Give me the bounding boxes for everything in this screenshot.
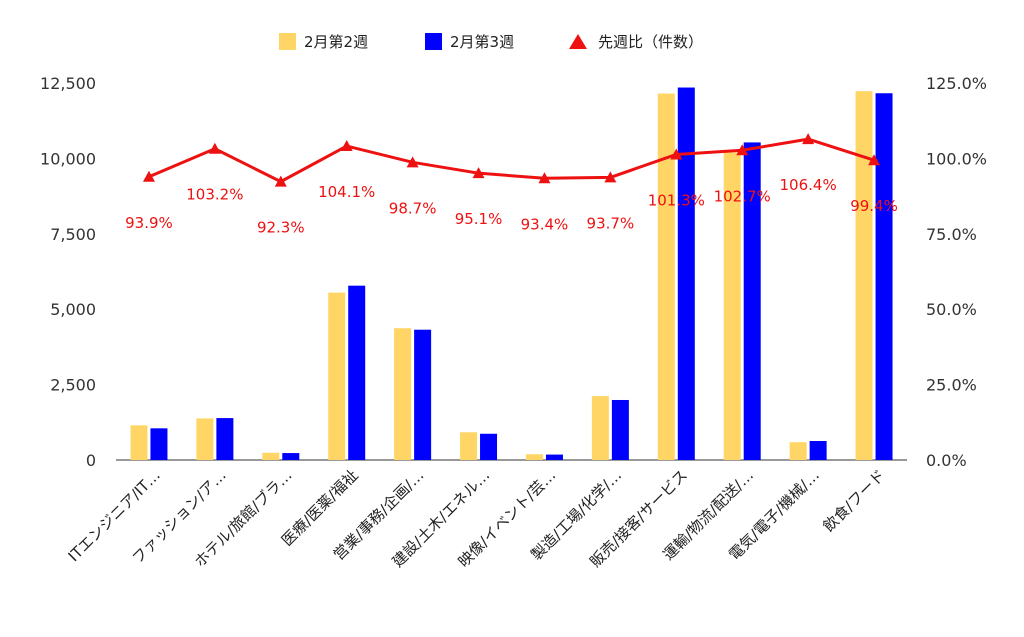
ratio-point-triangle [604, 171, 617, 183]
bar-series-2 [677, 87, 695, 461]
legend-item-series-3[interactable]: 先週比（件数） [569, 33, 703, 51]
ratio-point-triangle [406, 156, 419, 168]
ratio-point-triangle [142, 170, 155, 182]
y-right-tick-label: 100.0% [926, 149, 987, 168]
data-labels: 93.9% 103.2% 92.3% 104.1% 98.7% 95.1% 93.4% 93.… [125, 176, 898, 237]
ratio-data-label: 102.7% [714, 187, 771, 205]
bar-series-1 [855, 91, 873, 461]
ratio-data-label: 93.9% [125, 214, 173, 232]
ratio-data-label: 92.3% [257, 219, 305, 237]
bar-series-2 [150, 428, 168, 460]
y-right-tick-label: 75.0% [926, 225, 977, 244]
bar-series-2 [743, 142, 761, 460]
ratio-data-label: 93.4% [521, 215, 569, 233]
legend-swatch-series-1 [279, 33, 296, 50]
y-left-tick-label: 2,500 [50, 376, 96, 395]
y-left-tick-label: 7,500 [50, 225, 96, 244]
bar-series-2 [611, 399, 629, 460]
ratio-point-triangle [736, 144, 749, 156]
bar-series-1 [723, 152, 741, 461]
y-right-tick-label: 25.0% [926, 376, 977, 395]
legend-item-series-2[interactable]: 2月第3週 [425, 33, 514, 51]
bar-series-2 [809, 440, 827, 460]
legend-label-series-1: 2月第2週 [304, 33, 368, 51]
bars [130, 87, 893, 461]
ratio-point-triangle [208, 142, 221, 154]
y-left-tick-label: 12,500 [40, 74, 96, 93]
ratio-data-label: 104.1% [318, 183, 375, 201]
bar-series-1 [328, 292, 346, 460]
ratio-line [142, 133, 881, 187]
bar-series-1 [130, 425, 148, 460]
ratio-line-path [148, 137, 875, 184]
ratio-point-triangle [802, 133, 815, 145]
legend-triangle-icon [569, 34, 587, 49]
ratio-point-triangle [472, 167, 485, 179]
bar-series-2 [282, 453, 300, 460]
y-right-tick-label: 0.0% [926, 451, 967, 470]
ratio-point-triangle [868, 154, 881, 166]
axes: 0 2,500 5,000 7,500 10,000 12,500 0.0% 25.0% 50.… [40, 74, 987, 571]
y-right-tick-label: 50.0% [926, 300, 977, 319]
bar-series-2 [414, 329, 432, 460]
legend: 2月第2週 2月第3週 先週比（件数） [279, 33, 703, 51]
bar-series-1 [657, 93, 675, 460]
bar-series-1 [525, 454, 543, 460]
ratio-data-label: 99.4% [850, 197, 898, 215]
bar-series-2 [545, 454, 563, 460]
ratio-data-label: 93.7% [587, 214, 635, 232]
legend-label-series-2: 2月第3週 [450, 33, 514, 51]
bar-series-1 [394, 328, 412, 460]
ratio-point-triangle [274, 175, 287, 187]
ratio-data-label: 95.1% [455, 210, 503, 228]
bar-series-1 [591, 396, 609, 460]
x-category-label: 飲食/フード [820, 466, 889, 535]
y-left-tick-label: 0 [86, 451, 96, 470]
bar-series-2 [875, 93, 893, 461]
ratio-data-label: 98.7% [389, 199, 437, 217]
ratio-point-triangle [670, 148, 683, 160]
bar-series-2 [216, 418, 234, 460]
legend-label-series-3: 先週比（件数） [598, 33, 703, 51]
bar-series-1 [460, 432, 478, 460]
ratio-data-label: 103.2% [186, 186, 243, 204]
y-left-tick-label: 5,000 [50, 300, 96, 319]
ratio-point-triangle [340, 140, 353, 152]
bar-series-2 [480, 433, 498, 460]
ratio-data-label: 106.4% [780, 176, 837, 194]
ratio-point-triangle [538, 172, 551, 184]
bar-series-2 [348, 285, 366, 460]
legend-swatch-series-2 [425, 33, 442, 50]
bar-series-1 [789, 442, 807, 460]
bar-series-1 [262, 452, 280, 460]
bar-series-1 [196, 418, 214, 460]
legend-item-series-1[interactable]: 2月第2週 [279, 33, 368, 51]
y-left-tick-label: 10,000 [40, 149, 96, 168]
ratio-data-label: 101.3% [648, 191, 705, 209]
y-right-tick-label: 125.0% [926, 74, 987, 93]
